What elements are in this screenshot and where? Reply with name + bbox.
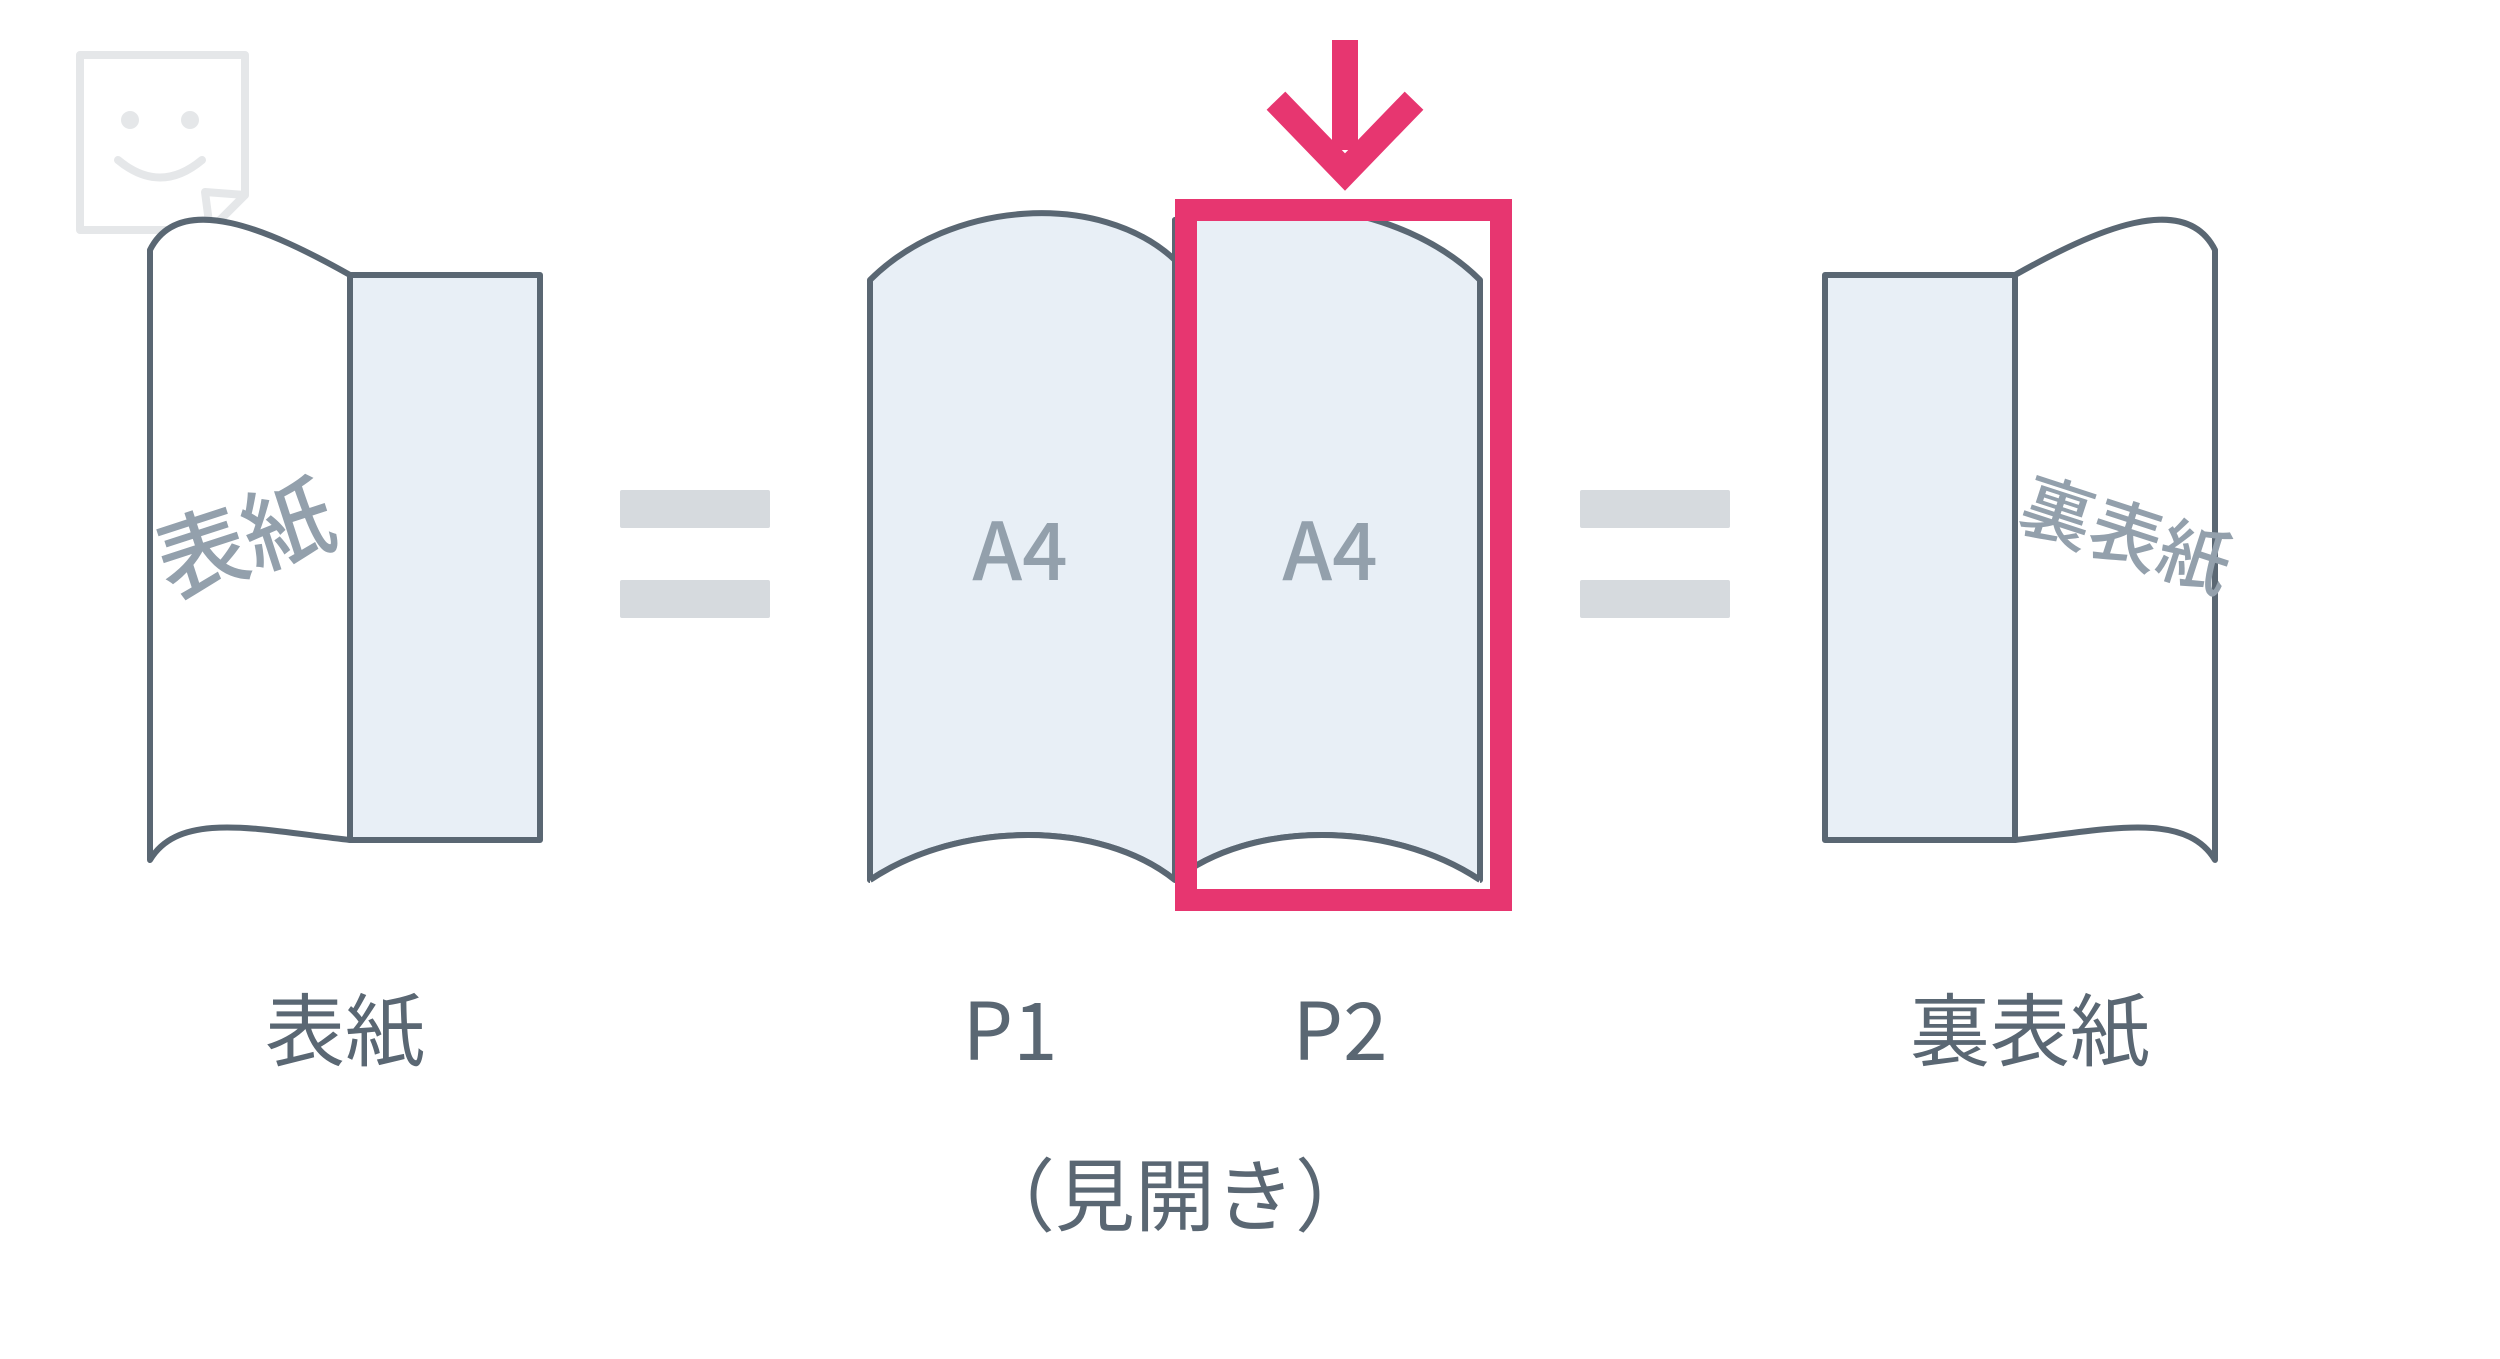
booklet-diagram: 表紙 A4 A4	[0, 0, 2500, 1359]
arrow-down-icon	[1285, 40, 1405, 172]
caption-spread: （見開き）	[975, 1133, 1375, 1249]
equals-icon-2	[1580, 490, 1730, 618]
caption-p1: P1	[962, 968, 1057, 1084]
back-cover-group: 裏表紙	[1825, 220, 2247, 860]
equals-icon-1	[620, 490, 770, 618]
p1-size-label: A4	[972, 488, 1067, 604]
caption-front: 表紙	[265, 968, 425, 1084]
front-cover-group: 表紙	[137, 220, 540, 860]
watermark-icon	[80, 55, 245, 230]
caption-back: 裏表紙	[1910, 968, 2150, 1084]
p2-size-label: A4	[1282, 488, 1377, 604]
caption-p2: P2	[1292, 968, 1387, 1084]
